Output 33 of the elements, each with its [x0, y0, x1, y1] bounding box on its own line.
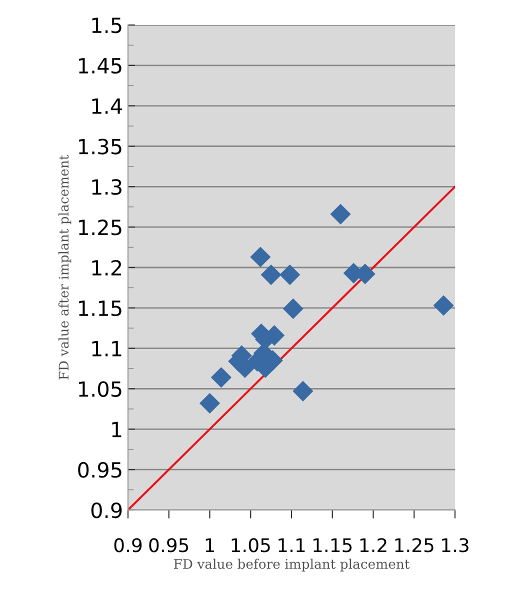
x-tick-label: 0.95 — [149, 538, 188, 552]
y-tick-label: 1.15 — [79, 300, 122, 316]
y-tick-label: 1.1 — [92, 341, 122, 356]
point — [250, 246, 271, 268]
y-tick-label: 0.95 — [78, 462, 122, 478]
y-tick-label: 1.45 — [79, 58, 122, 74]
point — [210, 367, 232, 388]
x-tick-label: 1.25 — [395, 538, 434, 552]
point — [282, 298, 304, 320]
y-tick-label: 1.5 — [92, 18, 122, 34]
x-axis-title: FD value before implant placement — [174, 558, 410, 572]
x-tick-label: 1.05 — [232, 538, 270, 552]
x-tick-label: 0.9 — [114, 538, 142, 552]
point — [280, 264, 300, 286]
y-tick-label: 0.9 — [91, 502, 122, 518]
y-tick-label: 1 — [112, 422, 122, 438]
x-tick-label: 1 — [206, 538, 214, 552]
point — [292, 380, 314, 402]
y-tick-label: 1.35 — [79, 138, 122, 154]
y-tick-label: 1.05 — [79, 381, 122, 397]
y-tick-label: 1.3 — [92, 179, 122, 195]
x-tick-label: 1.15 — [314, 538, 352, 552]
x-tick-label: 1.3 — [442, 538, 468, 552]
point — [330, 204, 351, 224]
x-tick-label: 1.1 — [278, 538, 305, 552]
point — [199, 393, 220, 414]
y-tick-label: 1.2 — [92, 260, 122, 276]
y-axis-title: FD value after implant placement — [58, 154, 72, 380]
x-tick-label: 1.2 — [360, 538, 386, 552]
point — [433, 295, 454, 316]
point — [260, 264, 282, 286]
y-tick-label: 1.25 — [79, 220, 122, 236]
y-tick-label: 1.4 — [92, 98, 122, 114]
